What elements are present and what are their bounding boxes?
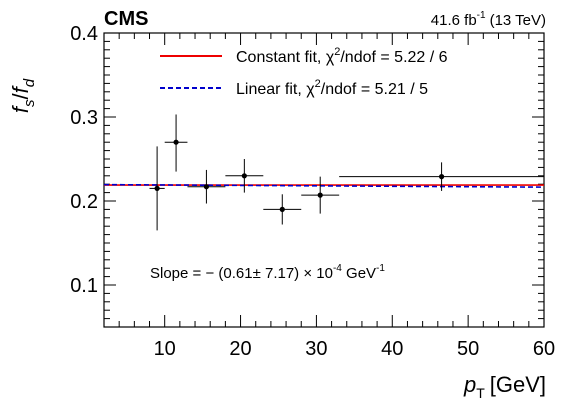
data-point [438, 174, 445, 180]
linear-fit-line [103, 183, 545, 188]
experiment-label: CMS [104, 8, 148, 30]
x-tick-label: 20 [229, 338, 251, 360]
legend-label-linear-fit: Linear fit, χ2/ndof = 5.21 / 5 [236, 78, 428, 98]
slope-annotation: Slope = − (0.61± 7.17) × 10-4 GeV-1 [150, 263, 385, 282]
y-axis-title: fs/fd [8, 78, 38, 113]
x-tick-label: 30 [305, 338, 327, 360]
data-point [241, 173, 247, 179]
svg-text:fs/fd: fs/fd [8, 78, 38, 113]
x-tick-label: 10 [154, 338, 176, 360]
data-point [173, 139, 179, 145]
x-tick-label: 40 [381, 338, 403, 360]
luminosity-label: 41.6 fb-1 (13 TeV) [431, 10, 546, 29]
y-tick-label: 0.1 [70, 275, 98, 297]
plot-frame [103, 32, 545, 328]
data-point [203, 184, 210, 190]
legend: Constant fit, χ2/ndof = 5.22 / 6 Linear … [160, 46, 448, 98]
data-point [279, 206, 285, 212]
y-tick-label: 0.2 [70, 191, 98, 213]
x-axis-title: pT [GeV] [463, 372, 546, 401]
legend-label-constant-fit: Constant fit, χ2/ndof = 5.22 / 6 [236, 46, 448, 66]
data-point [317, 192, 323, 198]
x-tick-label: 50 [457, 338, 479, 360]
data-point [154, 185, 160, 191]
y-tick-label: 0.4 [70, 23, 98, 45]
x-tick-label: 60 [533, 338, 555, 360]
plot-elements: 10 20 30 40 50 60 0.1 0.2 0.3 0.4 [70, 23, 555, 360]
y-tick-label: 0.3 [70, 107, 98, 129]
